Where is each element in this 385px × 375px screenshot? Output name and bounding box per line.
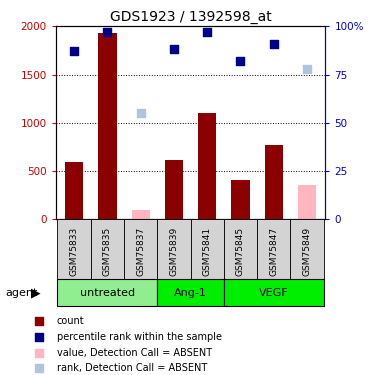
Bar [132, 210, 150, 219]
Text: value, Detection Call = ABSENT: value, Detection Call = ABSENT [57, 348, 212, 358]
Point [304, 66, 310, 72]
Bar [57, 219, 91, 279]
Text: GSM75847: GSM75847 [269, 226, 278, 276]
Text: rank, Detection Call = ABSENT: rank, Detection Call = ABSENT [57, 363, 207, 374]
Bar [124, 219, 157, 279]
Point [36, 318, 42, 324]
Bar [157, 279, 224, 306]
Text: GSM75837: GSM75837 [136, 226, 145, 276]
Point [238, 58, 244, 64]
Text: untreated: untreated [80, 288, 135, 297]
Text: ▶: ▶ [31, 287, 40, 300]
Text: VEGF: VEGF [259, 288, 289, 297]
Text: GSM75849: GSM75849 [303, 226, 311, 276]
Bar [198, 113, 216, 219]
Bar [98, 33, 117, 219]
Title: GDS1923 / 1392598_at: GDS1923 / 1392598_at [110, 10, 271, 24]
Point [36, 350, 42, 355]
Bar [231, 180, 249, 219]
Bar [290, 219, 324, 279]
Text: GSM75833: GSM75833 [70, 226, 79, 276]
Bar [257, 219, 290, 279]
Text: Ang-1: Ang-1 [174, 288, 207, 297]
Point [36, 334, 42, 340]
Point [71, 48, 77, 54]
Point [271, 40, 277, 46]
Bar [191, 219, 224, 279]
Text: count: count [57, 316, 84, 326]
Point [137, 110, 144, 116]
Bar [264, 145, 283, 219]
Point [104, 29, 110, 35]
Bar [165, 159, 183, 219]
Point [204, 29, 210, 35]
Bar [57, 279, 157, 306]
Text: GSM75835: GSM75835 [103, 226, 112, 276]
Bar [65, 162, 83, 219]
Bar [91, 219, 124, 279]
Bar [157, 219, 191, 279]
Point [171, 46, 177, 53]
Bar [224, 219, 257, 279]
Text: GSM75845: GSM75845 [236, 226, 245, 276]
Text: percentile rank within the sample: percentile rank within the sample [57, 332, 222, 342]
Text: GSM75841: GSM75841 [203, 226, 212, 276]
Point [36, 365, 42, 371]
Bar [298, 184, 316, 219]
Text: agent: agent [6, 288, 38, 298]
Text: GSM75839: GSM75839 [169, 226, 178, 276]
Bar [224, 279, 324, 306]
